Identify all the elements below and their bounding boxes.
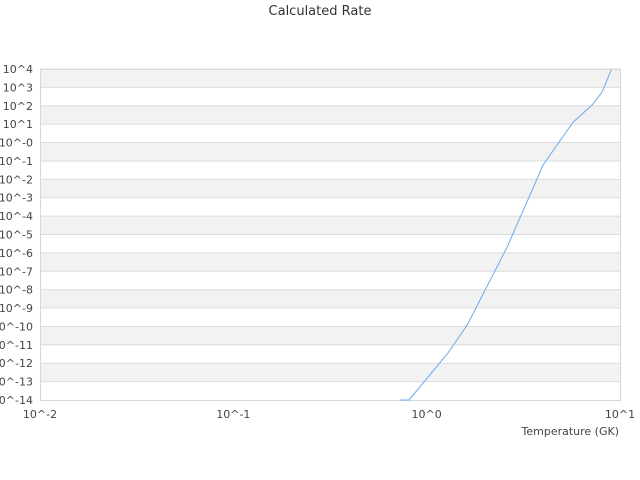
grid-band: [40, 105, 620, 125]
series-line: [400, 69, 612, 401]
y-tick-label: 10^-14: [0, 394, 33, 407]
y-tick-label: 10^2: [3, 100, 33, 113]
grid-band: [40, 381, 620, 400]
plot-frame: [40, 69, 621, 401]
grid-band: [40, 326, 620, 345]
y-tick-label: 10^-2: [0, 173, 33, 186]
y-tick-label: 10^-11: [0, 339, 33, 352]
y-tick-label: 10^-9: [0, 302, 33, 315]
grid-band: [40, 160, 620, 180]
grid-band: [40, 87, 620, 106]
x-tick-label: 10^1: [605, 408, 635, 421]
grid-band: [40, 197, 620, 217]
grid-band: [40, 344, 620, 364]
grid-band: [40, 142, 620, 161]
x-tick-label: 10^-2: [23, 408, 57, 421]
y-tick-label: 10^-12: [0, 357, 33, 370]
y-tick-label: 10^1: [3, 118, 33, 131]
y-tick-label: 10^-4: [0, 210, 33, 223]
y-tick-label: 10^-10: [0, 320, 33, 333]
x-tick-labels: 10^-2 10^-1 10^0 10^1: [23, 408, 635, 421]
grid-band: [40, 216, 620, 235]
x-tick-label: 10^-1: [216, 408, 250, 421]
y-tick-label: 10^3: [3, 81, 33, 94]
y-tick-label: 10^-6: [0, 247, 33, 260]
y-tick-labels: 10^4 10^3 10^2 10^1 10^-0 10^-1 10^-2 10^-3 10^-…: [0, 63, 33, 407]
grid-band: [40, 69, 620, 88]
y-tick-label: 10^4: [3, 63, 33, 76]
grid-band: [40, 289, 620, 309]
grid-band: [40, 271, 620, 290]
y-tick-label: 10^-1: [0, 155, 33, 168]
y-tick-label: 10^-13: [0, 376, 33, 389]
y-tick-label: 10^-7: [0, 265, 33, 278]
grid-band: [40, 252, 620, 272]
x-axis-label: Temperature (GK): [521, 425, 620, 438]
y-tick-label: 10^-5: [0, 229, 33, 242]
series-lines: [400, 69, 612, 401]
y-tick-label: 10^-3: [0, 192, 33, 205]
grid-band: [40, 234, 620, 253]
grid-band: [40, 179, 620, 198]
grid-band: [40, 124, 620, 143]
y-tick-label: 10^-8: [0, 284, 33, 297]
x-tick-label: 10^0: [412, 408, 442, 421]
grid-band: [40, 363, 620, 382]
grid-band: [40, 308, 620, 327]
y-tick-label: 10^-0: [0, 137, 33, 150]
grid-bands: [40, 68, 620, 400]
chart-title: Calculated Rate: [268, 4, 372, 19]
